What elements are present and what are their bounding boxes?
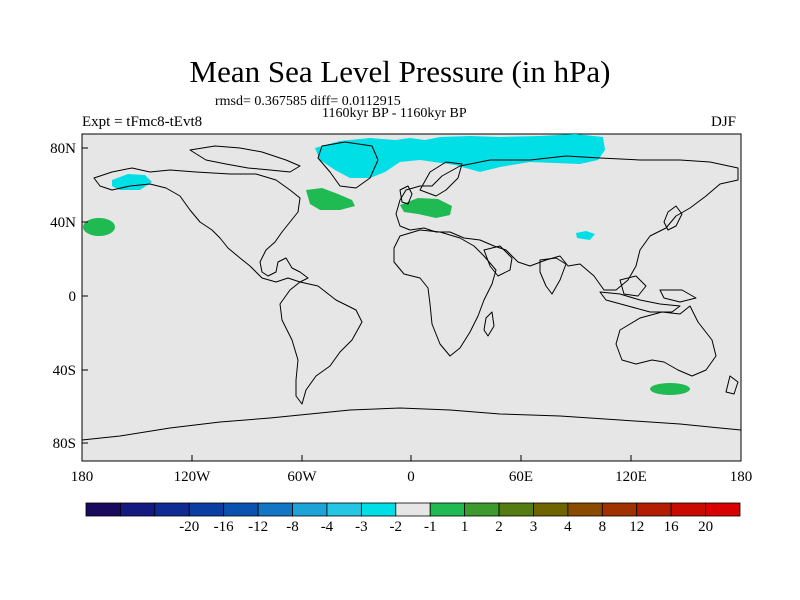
coast-arabia [483,245,513,277]
coast-canadian-islands [189,145,301,173]
coast-australia [615,305,717,377]
colorbar-label: -1 [424,519,437,535]
colorbar-labels: -20 -16 -12 -8 -4 -3 -2 -1 1 2 3 4 8 12 16 20 [179,519,713,535]
colorbar-swatch [223,502,259,517]
colorbar-label: -20 [179,519,199,535]
coast-british-isles [399,185,413,205]
negative-anomaly-alaska [112,174,152,190]
colorbar-label: -16 [214,519,234,535]
coast-madagascar [483,311,495,337]
colorbar-label: 4 [564,519,572,535]
colorbar-label: 16 [664,519,680,535]
positive-anomaly-s-ocean [650,383,690,395]
colorbar-label: 3 [530,519,538,535]
colorbar-swatch [429,502,466,517]
x-tick-label: 180 [730,469,753,485]
colorbar-swatch [533,502,569,517]
colorbar-label: -2 [390,519,403,535]
negative-anomaly-arctic [315,134,605,178]
colorbar-swatch [257,502,293,517]
y-tick-label: 0 [69,289,77,305]
colorbar-label: 8 [599,519,607,535]
y-tick-label: 80N [50,141,76,157]
season-label: DJF [711,114,737,130]
x-tick-label: 60E [509,469,533,485]
y-tick-label: 40N [50,215,76,231]
colorbar-label: 2 [495,519,503,535]
colorbar-swatch [498,502,534,517]
colorbar [85,502,741,517]
colorbar-swatch [85,502,121,517]
colorbar-label: 20 [698,519,713,535]
coast-new-guinea [659,289,697,303]
colorbar-label: -8 [286,519,299,535]
colorbar-swatch [120,502,156,517]
positive-anomaly-europe [400,198,452,218]
anomaly-patches [83,134,690,395]
coast-eurasia [395,155,739,291]
x-tick-label: 0 [407,469,415,485]
x-tick-label: 120E [615,469,647,485]
colorbar-swatch [601,502,638,517]
period-text: 1160kyr BP - 1160kyr BP [322,106,467,121]
colorbar-label: 1 [461,519,469,535]
colorbar-swatch [705,502,741,517]
coast-new-zealand [725,375,739,395]
colorbar-label: 12 [629,519,644,535]
figure-title: Mean Sea Level Pressure (in hPa) [189,54,611,89]
coast-japan [663,205,683,231]
positive-anomaly-n-pacific [83,218,115,236]
y-tick-label: 80S [53,436,76,452]
coast-india [539,257,567,295]
colorbar-swatch [326,502,362,517]
coast-south-america [279,281,363,405]
axis-ticks [81,147,742,461]
colorbar-swatch [188,502,225,517]
x-tick-label: 60W [287,469,317,485]
colorbar-swatch [395,502,431,517]
coast-southeast-asia-islands [599,291,681,313]
colorbar-swatch [636,502,672,517]
colorbar-swatch [292,502,328,517]
coastlines [81,141,742,441]
x-tick-label: 120W [174,469,212,485]
colorbar-swatch [567,502,603,517]
negative-anomaly-asia [576,231,595,240]
coast-north-america [93,167,309,283]
coast-scandinavia [419,161,463,197]
colorbar-swatch [360,502,397,517]
coast-borneo [619,275,647,297]
x-tick-label: 180 [71,469,94,485]
coast-greenland [317,141,379,189]
y-tick-label: 40S [53,363,76,379]
colorbar-swatch [670,502,706,517]
colorbar-label: -4 [321,519,334,535]
map-background [81,133,742,462]
coast-antarctica [81,407,742,441]
colorbar-label: -12 [248,519,268,535]
stats-text: rmsd= 0.367585 diff= 0.0112915 [215,94,401,109]
experiment-label: Expt = tFmc8-tEvt8 [82,114,203,130]
x-axis-labels: 180 120W 60W 0 60E 120E 180 [71,469,753,485]
colorbar-swatch [464,502,500,517]
colorbar-swatch [154,502,190,517]
coast-africa [393,229,497,357]
positive-anomaly-n-atlantic [306,188,355,210]
y-axis-labels: 80N 40N 0 40S 80S [50,141,76,452]
colorbar-label: -3 [355,519,368,535]
